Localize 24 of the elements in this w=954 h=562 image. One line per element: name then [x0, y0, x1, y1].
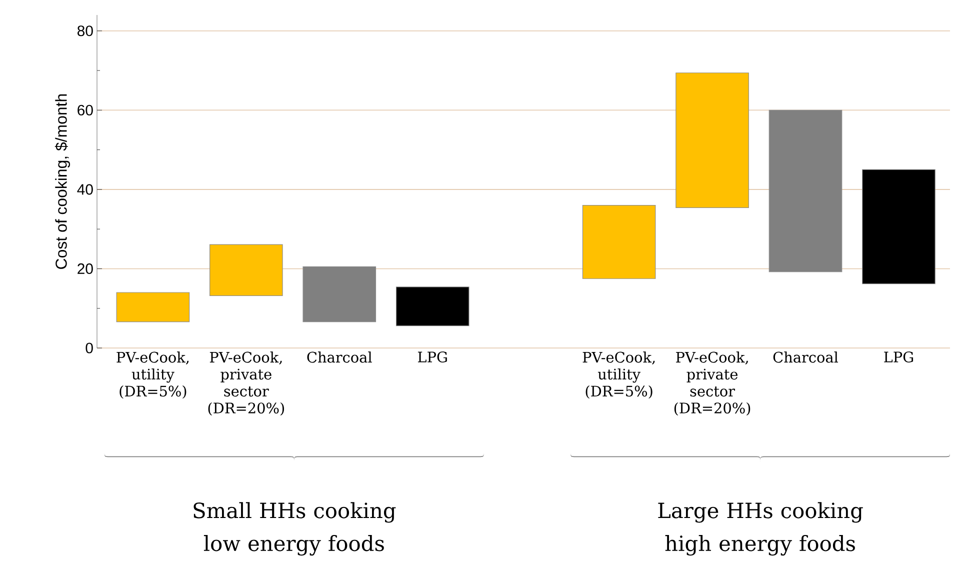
bar [116, 292, 190, 322]
x-tick-label: Charcoal [307, 352, 372, 363]
text: Large HHs cooking high energy foods [658, 502, 863, 556]
bar [862, 169, 936, 284]
bar [676, 72, 749, 208]
y-tick-label: 40 [77, 184, 93, 195]
x-tick-label: PV-eCook, utility (DR=5%) [116, 352, 189, 399]
text: Small HHs cooking low energy foods [194, 502, 396, 556]
x-tick-label: PV-eCook, private sector (DR=20%) [208, 352, 284, 416]
bar [768, 110, 842, 272]
bar [396, 286, 470, 326]
y-tick-label: 0 [86, 342, 93, 354]
y-tick-label: 20 [78, 263, 93, 274]
bar [582, 204, 656, 279]
bar [302, 266, 376, 322]
x-tick-label: LPG [884, 352, 914, 362]
y-axis-title: Cost of cooking, $/month [54, 94, 70, 269]
x-tick-label: PV-eCook, utility (DR=5%) [582, 352, 655, 399]
y-tick-label: 60 [78, 104, 93, 116]
bar [210, 244, 283, 296]
x-tick-label: Charcoal [773, 352, 838, 363]
y-tick-label: 80 [78, 26, 93, 36]
x-tick-label: PV-eCook, private sector (DR=20%) [674, 352, 750, 416]
x-tick-label: LPG [418, 352, 447, 362]
